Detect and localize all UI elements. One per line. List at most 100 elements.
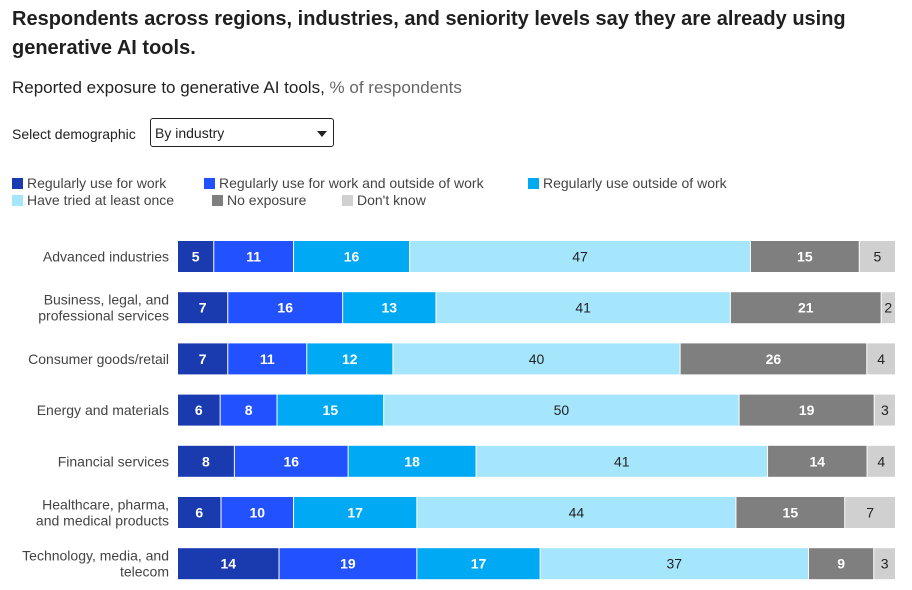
data-label: 15 bbox=[783, 505, 799, 521]
data-label: 26 bbox=[766, 351, 782, 367]
bar-segment bbox=[178, 394, 220, 426]
data-label: 10 bbox=[249, 505, 265, 521]
legend-label: Don't know bbox=[357, 192, 426, 208]
data-label: 16 bbox=[283, 453, 299, 469]
bar-segment bbox=[410, 241, 750, 272]
data-label: 16 bbox=[344, 249, 360, 265]
data-label: 15 bbox=[323, 402, 339, 418]
data-label: 18 bbox=[404, 453, 420, 469]
data-label: 17 bbox=[347, 505, 363, 521]
data-label: 8 bbox=[245, 402, 253, 418]
bar-segment bbox=[279, 548, 417, 580]
category-label: Healthcare, pharma, and medical products bbox=[36, 497, 169, 529]
data-label: 15 bbox=[797, 249, 813, 265]
data-label: 6 bbox=[195, 402, 203, 418]
category-label: Advanced industries bbox=[43, 249, 169, 265]
legend-swatch bbox=[212, 195, 223, 206]
data-label: 37 bbox=[667, 556, 683, 572]
data-label: 17 bbox=[471, 556, 487, 572]
data-label: 19 bbox=[340, 556, 356, 572]
chart-subtitle: Reported exposure to generative AI tools… bbox=[12, 78, 462, 98]
data-label: 13 bbox=[382, 300, 398, 316]
bar-segment bbox=[736, 497, 845, 528]
category-label: Energy and materials bbox=[37, 402, 169, 418]
bar-segment bbox=[384, 394, 739, 426]
data-label: 11 bbox=[246, 249, 261, 265]
select-demographic-label: Select demographic bbox=[12, 126, 136, 142]
bar-segment bbox=[178, 445, 234, 477]
data-label: 7 bbox=[199, 300, 207, 316]
bar-segment bbox=[739, 394, 874, 426]
bar-segment bbox=[228, 343, 307, 375]
bar-segment bbox=[881, 292, 895, 324]
bar-segment bbox=[178, 241, 214, 272]
bar-segment bbox=[540, 548, 808, 580]
legend-item: No exposure bbox=[212, 192, 306, 208]
bar-segment bbox=[214, 241, 294, 272]
legend-label: Regularly use for work and outside of wo… bbox=[219, 175, 484, 191]
chevron-down-icon bbox=[317, 131, 327, 137]
bar-segment bbox=[294, 497, 417, 528]
category-label: Business, legal, and professional service… bbox=[38, 292, 169, 324]
legend-swatch bbox=[528, 178, 539, 189]
bar-segment bbox=[393, 343, 680, 375]
bar-segment bbox=[348, 445, 476, 477]
bar-segment bbox=[436, 292, 730, 324]
bar-segment bbox=[417, 548, 540, 580]
demographic-select[interactable]: By industry bbox=[150, 118, 334, 147]
bar-segment bbox=[874, 548, 895, 580]
data-label: 16 bbox=[277, 300, 293, 316]
bar-segment bbox=[228, 292, 343, 324]
bar-segment bbox=[294, 241, 410, 272]
subtitle-unit: % of respondents bbox=[329, 78, 462, 97]
category-label: Financial services bbox=[58, 453, 169, 469]
bar-segment bbox=[750, 241, 859, 272]
data-label: 6 bbox=[195, 505, 203, 521]
data-label: 2 bbox=[884, 300, 892, 316]
category-label: Consumer goods/retail bbox=[28, 351, 169, 367]
bar-segment bbox=[859, 241, 895, 272]
chart-title: Respondents across regions, industries, … bbox=[12, 8, 846, 59]
bar-segment bbox=[178, 497, 221, 528]
data-label: 21 bbox=[798, 300, 814, 316]
legend-swatch bbox=[342, 195, 353, 206]
bar-segment bbox=[178, 292, 228, 324]
bar-segment bbox=[476, 445, 768, 477]
bar-segment bbox=[680, 343, 867, 375]
bar-segment bbox=[845, 497, 895, 528]
data-label: 4 bbox=[877, 453, 885, 469]
legend-label: Regularly use for work bbox=[27, 175, 167, 191]
bar-segment bbox=[417, 497, 736, 528]
legend-item: Don't know bbox=[342, 192, 426, 208]
bar-segment bbox=[343, 292, 436, 324]
subtitle-main: Reported exposure to generative AI tools… bbox=[12, 78, 325, 97]
legend-item: Regularly use outside of work bbox=[528, 175, 727, 191]
bar-segment bbox=[730, 292, 881, 324]
data-label: 47 bbox=[572, 249, 588, 265]
bar-segment bbox=[808, 548, 874, 580]
bar-segment bbox=[874, 394, 895, 426]
category-label: Technology, media, and telecom bbox=[22, 548, 169, 580]
legend-label: Have tried at least once bbox=[27, 192, 175, 208]
data-label: 50 bbox=[554, 402, 570, 418]
bar-segment bbox=[867, 445, 895, 477]
data-label: 7 bbox=[199, 351, 207, 367]
data-label: 3 bbox=[881, 556, 889, 572]
data-label: 41 bbox=[614, 453, 630, 469]
data-label: 41 bbox=[575, 300, 591, 316]
bar-segment bbox=[234, 445, 348, 477]
data-label: 7 bbox=[866, 505, 874, 521]
legend-swatch bbox=[12, 178, 23, 189]
data-label: 19 bbox=[799, 402, 815, 418]
data-label: 44 bbox=[569, 505, 585, 521]
data-label: 5 bbox=[873, 249, 881, 265]
legend-item: Have tried at least once bbox=[12, 192, 174, 208]
data-label: 12 bbox=[342, 351, 358, 367]
legend-swatch bbox=[12, 195, 23, 206]
legend-label: No exposure bbox=[227, 192, 307, 208]
bar-segment bbox=[768, 445, 867, 477]
bar-segment bbox=[221, 497, 294, 528]
legend-swatch bbox=[204, 178, 215, 189]
data-label: 40 bbox=[529, 351, 545, 367]
